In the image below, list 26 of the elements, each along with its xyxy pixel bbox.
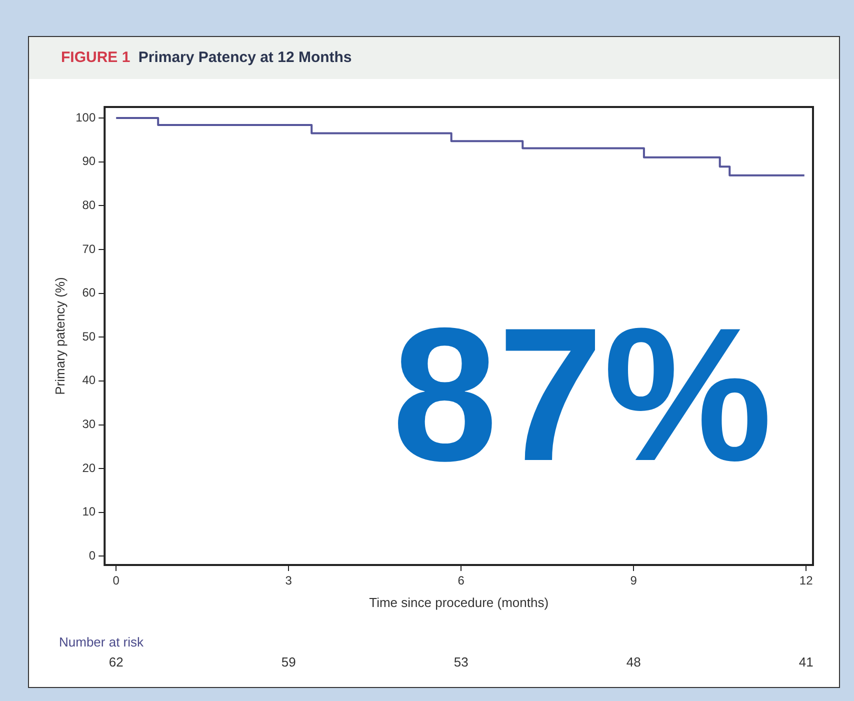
y-tick-label: 10 [82, 504, 96, 519]
y-tick-label: 100 [76, 110, 96, 124]
y-tick-label: 80 [82, 198, 96, 212]
text: 53 [454, 654, 468, 670]
y-tick-label: 90 [82, 154, 96, 168]
x-axis-title: Time since procedure (months) [369, 594, 549, 610]
y-tick-label: 0 [88, 548, 96, 563]
annotation: 87% [392, 289, 772, 501]
y-tick-label: 60 [82, 286, 96, 300]
text: 62 [108, 654, 124, 670]
x-tick-label: 12 [799, 574, 814, 588]
y-tick-label: 50 [82, 329, 96, 344]
text: 48 [626, 654, 641, 670]
x-tick-label: 9 [630, 574, 638, 588]
y-tick-label: 40 [82, 373, 96, 388]
chart-title: FIGURE 1 Primary Patency at 12 Months [61, 49, 352, 66]
text: 59 [281, 654, 296, 670]
x-tick-label: 3 [285, 574, 292, 588]
y-tick-label: 70 [82, 242, 96, 256]
y-tick-label: 20 [82, 460, 96, 475]
y-tick-label: 30 [82, 417, 96, 432]
x-tick-label: 6 [458, 574, 465, 588]
x-tick-label: 0 [112, 574, 120, 588]
text: Number at risk [59, 634, 144, 650]
y-axis-title: Primary patency (%) [52, 277, 68, 395]
text: 41 [798, 654, 814, 670]
